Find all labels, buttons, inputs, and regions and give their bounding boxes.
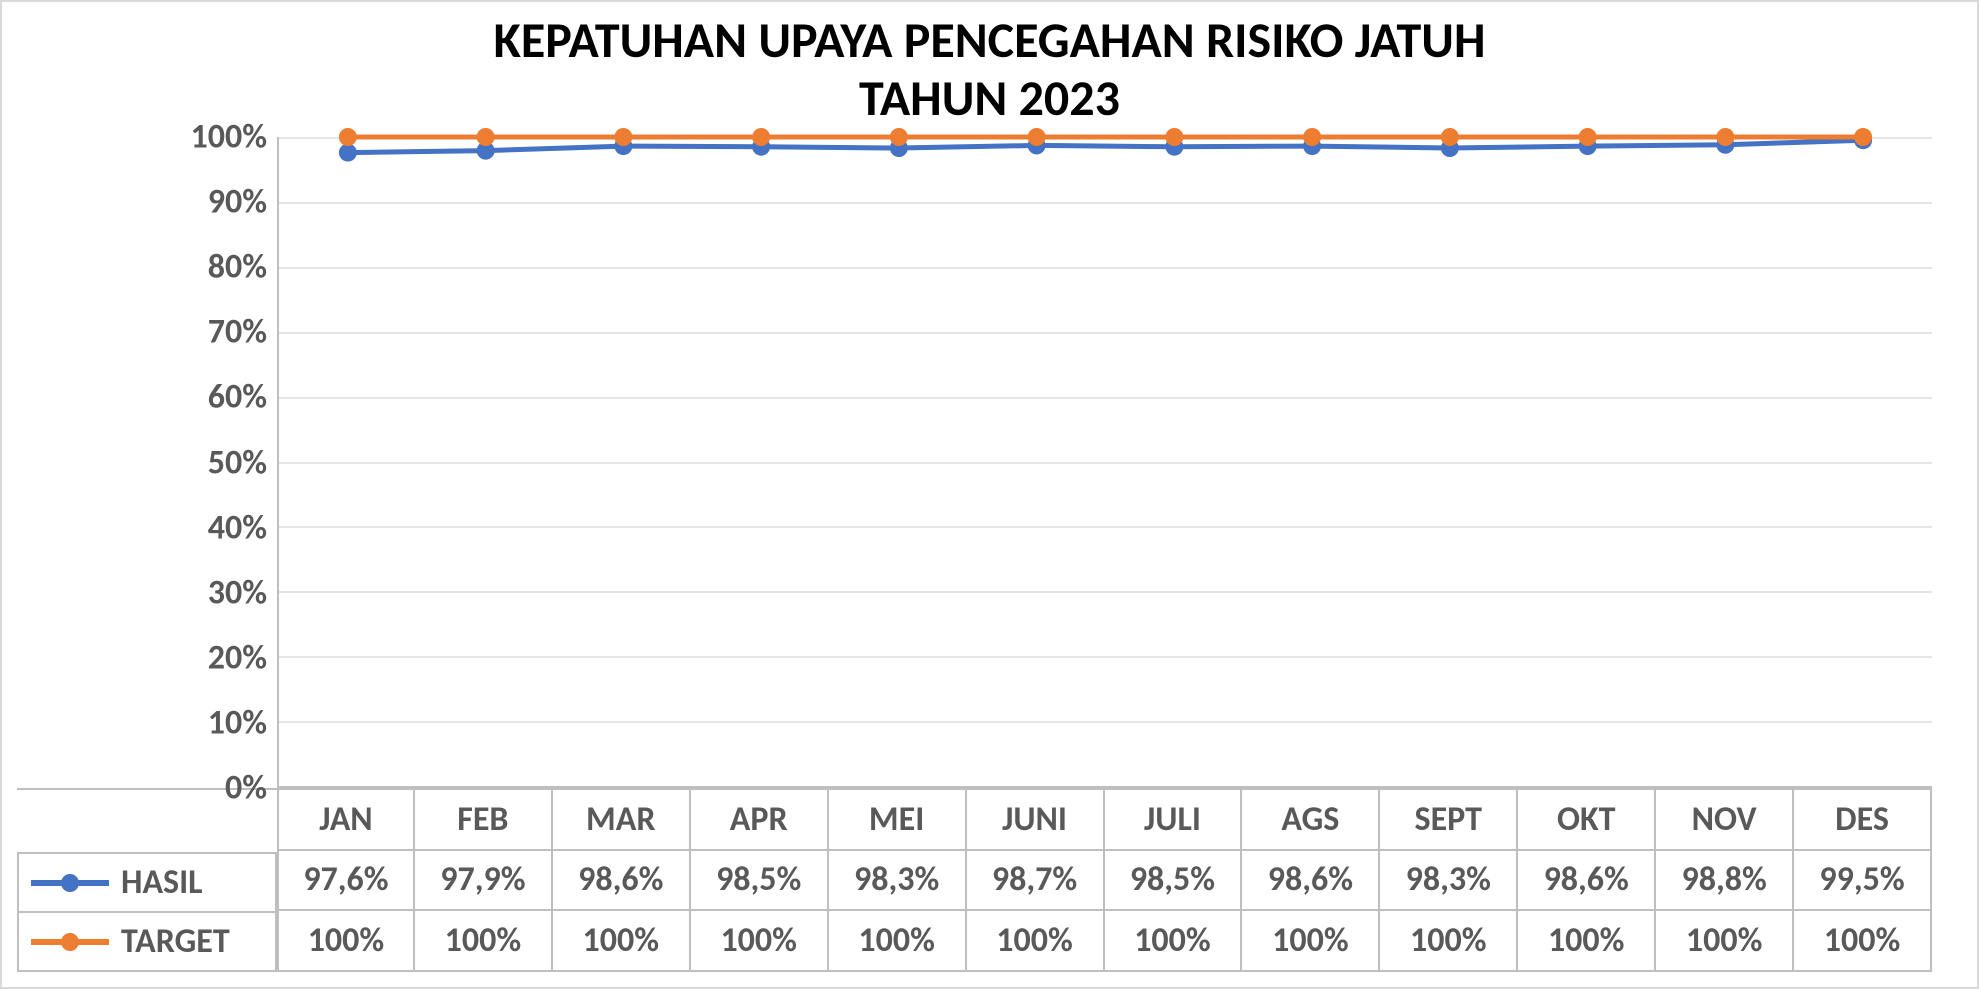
category-label: APR bbox=[691, 790, 829, 851]
series-line-hasil bbox=[348, 140, 1863, 152]
marker-hasil bbox=[339, 144, 357, 162]
y-axis: 0%10%20%30%40%50%60%70%80%90%100% bbox=[17, 137, 277, 788]
marker-target bbox=[614, 128, 632, 146]
data-cell: 98,6% bbox=[1518, 851, 1656, 912]
legend-label: TARGET bbox=[121, 921, 230, 962]
y-tick-label: 60% bbox=[208, 377, 267, 418]
marker-target bbox=[477, 128, 495, 146]
category-label: MEI bbox=[829, 790, 967, 851]
y-tick-label: 30% bbox=[208, 572, 267, 613]
y-tick-label: 40% bbox=[208, 507, 267, 548]
marker-target bbox=[1303, 128, 1321, 146]
plot-row: 0%10%20%30%40%50%60%70%80%90%100% bbox=[17, 137, 1962, 788]
y-tick-label: 80% bbox=[208, 247, 267, 288]
chart-container: KEPATUHAN UPAYA PENCEGAHAN RISIKO JATUH … bbox=[0, 0, 1979, 989]
chart-title-line2: TAHUN 2023 bbox=[17, 70, 1962, 128]
chart-body: 0% 10% 20% 30% 40% 50% 60% 70% 80% 90% 100% HASIL T… bbox=[17, 137, 1962, 972]
data-cell: 100% bbox=[1380, 911, 1518, 972]
category-label: JULI bbox=[1105, 790, 1243, 851]
y-tick-label: 70% bbox=[208, 312, 267, 353]
data-cell: 100% bbox=[277, 911, 415, 972]
marker-target bbox=[1165, 128, 1183, 146]
y-tick-label: 20% bbox=[208, 637, 267, 678]
category-label: FEB bbox=[415, 790, 553, 851]
data-cell: 100% bbox=[553, 911, 691, 972]
category-label: JUNI bbox=[967, 790, 1105, 851]
legend-swatch bbox=[31, 936, 109, 948]
y-tick-label: 0% bbox=[225, 768, 267, 809]
data-cell: 98,3% bbox=[829, 851, 967, 912]
right-padding bbox=[1932, 137, 1962, 788]
data-cell: 100% bbox=[1518, 911, 1656, 972]
data-cell: 99,5% bbox=[1794, 851, 1932, 912]
data-cell: 100% bbox=[1794, 911, 1932, 972]
legend-item-target: TARGET bbox=[17, 913, 277, 972]
category-label: SEPT bbox=[1380, 790, 1518, 851]
marker-target bbox=[1028, 128, 1046, 146]
data-cell: 100% bbox=[1656, 911, 1794, 972]
data-cell: 98,6% bbox=[1242, 851, 1380, 912]
legend-item-hasil: HASIL bbox=[17, 854, 277, 913]
marker-target bbox=[1716, 128, 1734, 146]
data-cell: 100% bbox=[691, 911, 829, 972]
data-cell: 97,9% bbox=[415, 851, 553, 912]
data-table: HASIL TARGET JANFEBMARAPRMEIJUNIJULIAGSSE… bbox=[17, 788, 1932, 972]
y-tick-label: 100% bbox=[191, 117, 267, 158]
marker-target bbox=[752, 128, 770, 146]
data-cell: 97,6% bbox=[277, 851, 415, 912]
y-tick-label: 10% bbox=[208, 702, 267, 743]
category-label: NOV bbox=[1656, 790, 1794, 851]
data-cell: 98,7% bbox=[967, 851, 1105, 912]
legend-label: HASIL bbox=[121, 862, 203, 903]
chart-title-line1: KEPATUHAN UPAYA PENCEGAHAN RISIKO JATUH bbox=[17, 12, 1962, 70]
data-cell: 100% bbox=[829, 911, 967, 972]
marker-target bbox=[1854, 128, 1872, 146]
plot-area bbox=[277, 137, 1932, 788]
category-label: MAR bbox=[553, 790, 691, 851]
data-columns: JANFEBMARAPRMEIJUNIJULIAGSSEPTOKTNOVDES9… bbox=[277, 790, 1932, 972]
data-cell: 100% bbox=[1242, 911, 1380, 972]
marker-target bbox=[1579, 128, 1597, 146]
legend-column: HASIL TARGET bbox=[17, 790, 277, 972]
category-label: DES bbox=[1794, 790, 1932, 851]
data-cell: 100% bbox=[1105, 911, 1243, 972]
data-cell: 98,3% bbox=[1380, 851, 1518, 912]
y-tick-label: 90% bbox=[208, 182, 267, 223]
data-cell: 98,8% bbox=[1656, 851, 1794, 912]
marker-target bbox=[339, 128, 357, 146]
category-label: AGS bbox=[1242, 790, 1380, 851]
marker-target bbox=[1441, 128, 1459, 146]
legend-swatch bbox=[31, 877, 109, 889]
category-label: OKT bbox=[1518, 790, 1656, 851]
category-label: JAN bbox=[277, 790, 415, 851]
data-cell: 100% bbox=[415, 911, 553, 972]
data-cell: 98,5% bbox=[1105, 851, 1243, 912]
data-cell: 98,5% bbox=[691, 851, 829, 912]
data-cell: 98,6% bbox=[553, 851, 691, 912]
data-cell: 100% bbox=[967, 911, 1105, 972]
chart-title: KEPATUHAN UPAYA PENCEGAHAN RISIKO JATUH … bbox=[17, 12, 1962, 127]
y-tick-label: 50% bbox=[208, 442, 267, 483]
line-layer bbox=[279, 137, 1932, 786]
marker-target bbox=[890, 128, 908, 146]
